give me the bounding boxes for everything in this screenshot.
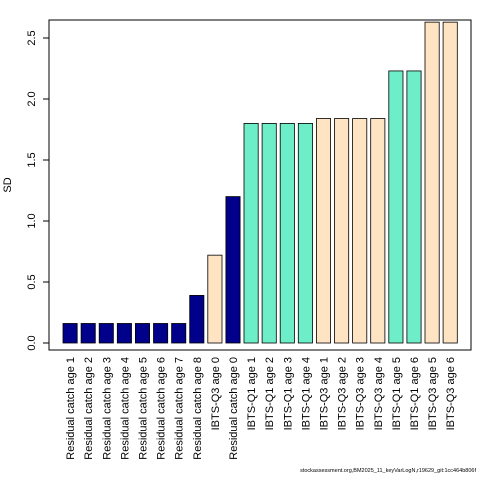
y-tick-label: 2.5 xyxy=(26,30,38,45)
y-tick-label: 0.0 xyxy=(26,335,38,350)
bar-3 xyxy=(98,323,114,344)
x-tick-label: Residual catch age 5 xyxy=(138,357,150,460)
x-tick-label: Residual catch age 4 xyxy=(119,357,131,460)
x-tick-label: IBTS-Q3 age 0 xyxy=(210,357,222,430)
y-tick-label: 1.5 xyxy=(26,152,38,167)
bar-9 xyxy=(207,254,223,344)
bar-18 xyxy=(370,118,386,344)
bar-6 xyxy=(153,323,169,344)
bar-22 xyxy=(442,21,458,344)
bar-1 xyxy=(62,323,78,344)
x-tick-label: IBTS-Q3 age 5 xyxy=(427,357,439,430)
y-tick-label: 1.0 xyxy=(26,213,38,228)
x-tick-label: Residual catch age 6 xyxy=(156,357,168,460)
x-tick-label: Residual catch age 1 xyxy=(65,357,77,460)
bar-12 xyxy=(261,123,277,344)
y-axis: 0.0 0.5 1.0 1.5 2.0 2.5 xyxy=(26,30,50,351)
x-tick-label: IBTS-Q3 age 6 xyxy=(445,357,457,430)
bar-4 xyxy=(116,323,132,344)
x-tick-label: IBTS-Q3 age 3 xyxy=(355,357,367,430)
x-tick-label: IBTS-Q3 age 4 xyxy=(373,357,385,430)
x-tick-label: IBTS-Q3 age 1 xyxy=(319,357,331,430)
bar-11 xyxy=(243,123,259,344)
y-tick-label: 2.0 xyxy=(26,91,38,106)
bar-14 xyxy=(297,123,313,344)
bar-13 xyxy=(279,123,295,344)
bar-10 xyxy=(225,196,241,344)
y-tick-label: 0.5 xyxy=(26,274,38,289)
bars xyxy=(62,21,458,344)
bar-8 xyxy=(189,295,205,344)
bar-19 xyxy=(388,70,404,344)
x-tick-label: Residual catch age 7 xyxy=(174,357,186,460)
x-tick-label: IBTS-Q1 age 3 xyxy=(282,357,294,430)
x-tick-label: IBTS-Q3 age 2 xyxy=(337,357,349,430)
bar-15 xyxy=(315,118,331,344)
x-tick-label: IBTS-Q1 age 4 xyxy=(300,357,312,430)
x-tick-label: IBTS-Q1 age 5 xyxy=(391,357,403,430)
bar-20 xyxy=(406,70,422,344)
x-tick-label: IBTS-Q1 age 6 xyxy=(409,357,421,430)
x-tick-label: IBTS-Q1 age 1 xyxy=(246,357,258,430)
bar-5 xyxy=(134,323,150,344)
x-tick-labels: Residual catch age 1 Residual catch age 2… xyxy=(65,357,457,460)
x-tick-label: Residual catch age 3 xyxy=(101,357,113,460)
footer-source-text: stockassessment.org,BM2025_11_keyVarLogN… xyxy=(300,468,476,474)
bar-17 xyxy=(352,118,368,344)
bar-2 xyxy=(80,323,96,344)
x-tick-label: IBTS-Q1 age 2 xyxy=(264,357,276,430)
x-tick-label: Residual catch age 2 xyxy=(83,357,95,460)
x-tick-label: Residual catch age 8 xyxy=(192,357,204,460)
x-tick-label: Residual catch age 0 xyxy=(228,357,240,460)
bar-16 xyxy=(334,118,350,344)
y-axis-title: SD xyxy=(2,177,14,192)
bar-7 xyxy=(171,323,187,344)
bar-21 xyxy=(424,21,440,344)
